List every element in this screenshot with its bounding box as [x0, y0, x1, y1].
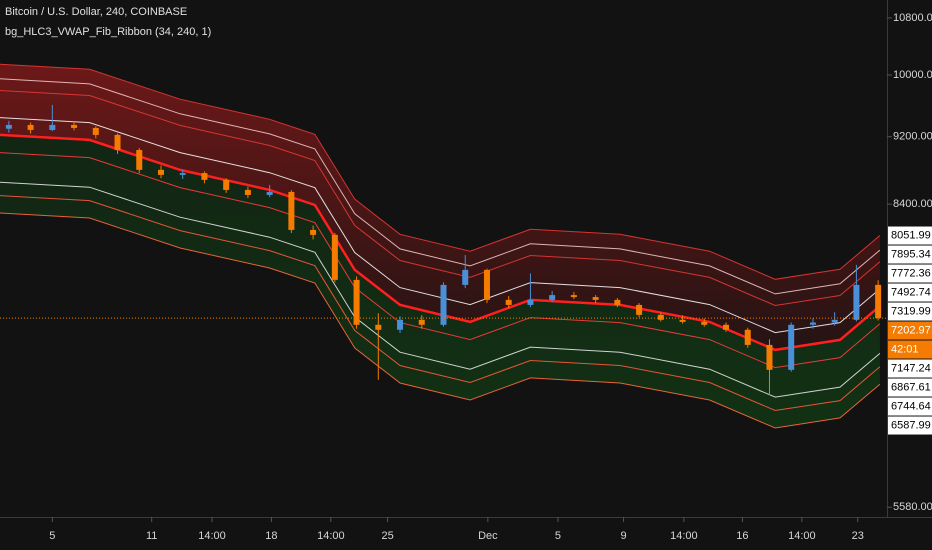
band-price-label: 8051.99: [891, 229, 931, 241]
candle-body: [157, 169, 164, 175]
band-price-label-box: [888, 302, 932, 321]
lower-band-fill: [0, 134, 880, 428]
y-tick-label: 10000.00: [893, 69, 932, 81]
candle-body: [875, 284, 882, 319]
x-tick-label: 18: [265, 530, 277, 542]
chart-title: Bitcoin / U.S. Dollar, 240, COINBASE: [5, 6, 187, 18]
candle-body: [853, 284, 860, 320]
indicator-title: bg_HLC3_VWAP_Fib_Ribbon (34, 240, 1): [5, 26, 211, 38]
bar-countdown-box: [888, 340, 932, 359]
candle-body: [418, 319, 425, 325]
band-price-label: 6744.64: [891, 400, 931, 412]
band-price-label: 7492.74: [891, 286, 931, 298]
y-tick-label: 9200.00: [893, 131, 932, 143]
candle-body: [375, 324, 382, 330]
x-tick-label: 14:00: [198, 530, 226, 542]
band-price-label-box: [888, 226, 932, 245]
band-price-label: 7772.36: [891, 267, 931, 279]
band-line: [0, 117, 881, 334]
bar-countdown: 42:01: [891, 343, 919, 355]
last-price-label-box: [888, 321, 932, 340]
band-price-label: 7147.24: [891, 362, 931, 374]
x-tick-label: 11: [146, 530, 157, 542]
candle-body: [310, 229, 317, 235]
band-price-label-box: [888, 416, 932, 435]
candle-body: [136, 150, 143, 170]
candle-body: [27, 124, 34, 130]
candle-body: [483, 269, 490, 300]
plot-area: [0, 63, 887, 429]
x-tick-label: Dec: [478, 530, 498, 542]
band-price-label: 6867.61: [891, 381, 931, 393]
candle-body: [549, 295, 556, 300]
candle-body: [92, 127, 99, 135]
x-tick-label: 23: [852, 530, 864, 542]
band-price-label-box: [888, 397, 932, 416]
last-price-label: 7202.97: [891, 324, 931, 336]
candle-body: [440, 284, 447, 325]
candle-body: [244, 189, 251, 195]
candle-body: [179, 173, 186, 175]
x-tick-label: 14:00: [317, 530, 345, 542]
candle-body: [71, 124, 78, 128]
y-tick-label: 8400.00: [893, 198, 932, 210]
candle-body: [614, 299, 621, 305]
band-line: [0, 78, 881, 295]
band-line: [0, 212, 881, 429]
x-tick-label: 14:00: [788, 530, 816, 542]
upper-band-fill: [0, 64, 880, 350]
candle-body: [223, 179, 230, 190]
band-price-label-box: [888, 283, 932, 302]
candle-body: [766, 344, 773, 370]
band-line: [0, 63, 881, 280]
band-price-label-box: [888, 264, 932, 283]
candle-body: [201, 173, 208, 180]
x-tick-label: 5: [49, 530, 55, 542]
candle-body: [831, 319, 838, 323]
band-price-label-box: [888, 378, 932, 397]
band-line: [0, 152, 881, 369]
band-price-label-box: [888, 245, 932, 264]
band-price-label: 7895.34: [891, 248, 931, 260]
x-tick-label: 25: [381, 530, 393, 542]
candle-body: [744, 329, 751, 345]
candle-body: [266, 191, 273, 195]
band-line: [0, 90, 881, 307]
candle-body: [49, 124, 56, 130]
candle-body: [679, 319, 686, 322]
x-tick-label: 16: [736, 530, 748, 542]
candle-body: [397, 319, 404, 330]
candle-body: [723, 324, 730, 330]
candle-body: [592, 297, 599, 300]
candle-body: [5, 124, 12, 129]
candle-body: [462, 269, 469, 285]
band-price-label: 7319.99: [891, 305, 931, 317]
candle-body: [505, 299, 512, 305]
candle-body: [636, 304, 643, 315]
band-price-label: 6587.99: [891, 419, 931, 431]
x-tick-label: 14:00: [670, 530, 698, 542]
band-line: [0, 195, 881, 412]
x-tick-label: 9: [620, 530, 626, 542]
candle-body: [527, 299, 534, 305]
band-price-label-box: [888, 359, 932, 378]
candle-body: [657, 314, 664, 320]
x-tick-label: 5: [555, 530, 561, 542]
candle-body: [353, 279, 360, 325]
candle-body: [114, 134, 121, 151]
candle-body: [570, 295, 577, 298]
candle-body: [788, 324, 795, 370]
y-tick-label: 5580.00: [893, 501, 932, 513]
candle-body: [701, 321, 708, 325]
candle-body: [288, 191, 295, 230]
candle-body: [331, 234, 338, 280]
candle-body: [809, 322, 816, 325]
band-line: [0, 181, 881, 398]
band-line: [0, 133, 881, 352]
y-tick-label: 10800.00: [893, 12, 932, 24]
